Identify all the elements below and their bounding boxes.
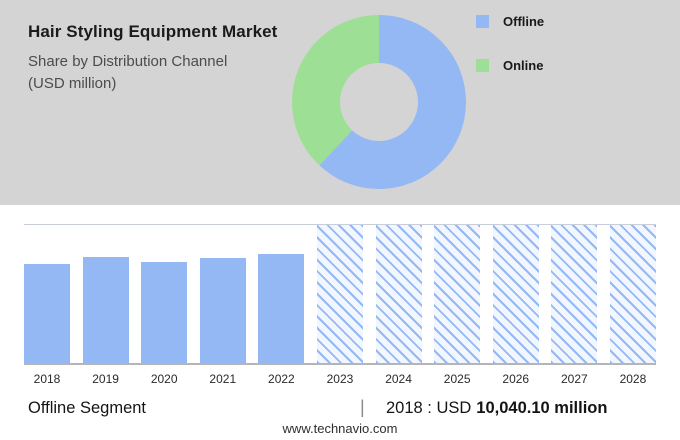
bar-2027-forecast [551,225,598,363]
bar-2022 [258,253,305,363]
x-axis-label-2018: 2018 [33,372,61,386]
footer-value: 2018 : USD 10,040.10 million [386,399,607,418]
x-axis-label-2022: 2022 [268,372,295,386]
header-panel: Hair Styling Equipment Market Share by D… [0,0,680,205]
donut-hole [340,63,418,141]
page-title: Hair Styling Equipment Market [28,22,278,41]
bar-column-2020 [141,225,188,363]
x-axis-label-2025: 2025 [443,372,471,386]
bar-column-2027 [551,225,598,363]
bar-2026-forecast [492,225,539,363]
bar-column-2022 [258,225,305,363]
bar-column-2025 [434,225,481,363]
bar-column-2019 [82,225,129,363]
header-text: Hair Styling Equipment Market Share by D… [28,22,278,95]
bar-2018 [24,263,70,363]
legend-label-online: Online [503,58,544,73]
legend-swatch-online-icon [476,59,489,72]
website-link[interactable]: www.technavio.com [282,421,398,436]
x-axis-label-2021: 2021 [209,372,237,386]
bar-2020 [141,262,188,363]
x-axis-label-2028: 2028 [619,372,647,386]
bar-chart: 2018 2019 2020 2021 2022 2023 2024 2025 2026 2027… [24,224,656,386]
donut-chart [292,15,466,189]
bar-column-2021 [199,225,246,363]
footer: Offline Segment | 2018 : USD 10,040.10 mi… [24,397,656,423]
bar-column-2024 [375,225,422,363]
x-axis-label-2027: 2027 [560,372,588,386]
chart-legend: Offline Online [476,14,544,102]
legend-item-online: Online [476,58,544,73]
bar-2024-forecast [375,225,422,363]
x-axis-label-2023: 2023 [326,372,354,386]
footer-separator: | [360,397,365,417]
bar-chart-labels: 2018 2019 2020 2021 2022 2023 2024 2025 2026 2027… [24,372,656,386]
legend-swatch-offline-icon [476,15,489,28]
bar-2023-forecast [316,225,363,363]
x-axis-label-2020: 2020 [150,372,178,386]
bar-column-2023 [316,225,363,363]
bar-2028-forecast [609,225,656,363]
footer-value-prefix: 2018 : USD [386,399,472,417]
bar-2025-forecast [434,225,481,363]
footer-value-bold: 10,040.10 million [476,399,608,417]
bar-2021 [199,258,246,363]
x-axis-label-2026: 2026 [502,372,530,386]
bar-chart-bars [24,224,656,365]
legend-item-offline: Offline [476,14,544,29]
x-axis-label-2024: 2024 [385,372,412,386]
bar-2019 [82,256,129,363]
bar-column-2018 [24,225,70,363]
x-axis-label-2019: 2019 [92,372,119,386]
subtitle-line2: (USD million) [28,74,117,92]
subtitle-line1: Share by Distribution Channel [28,53,228,70]
legend-label-offline: Offline [503,14,545,29]
bar-column-2026 [492,225,539,363]
segment-label: Offline Segment [28,399,147,417]
bar-column-2028 [609,225,656,363]
